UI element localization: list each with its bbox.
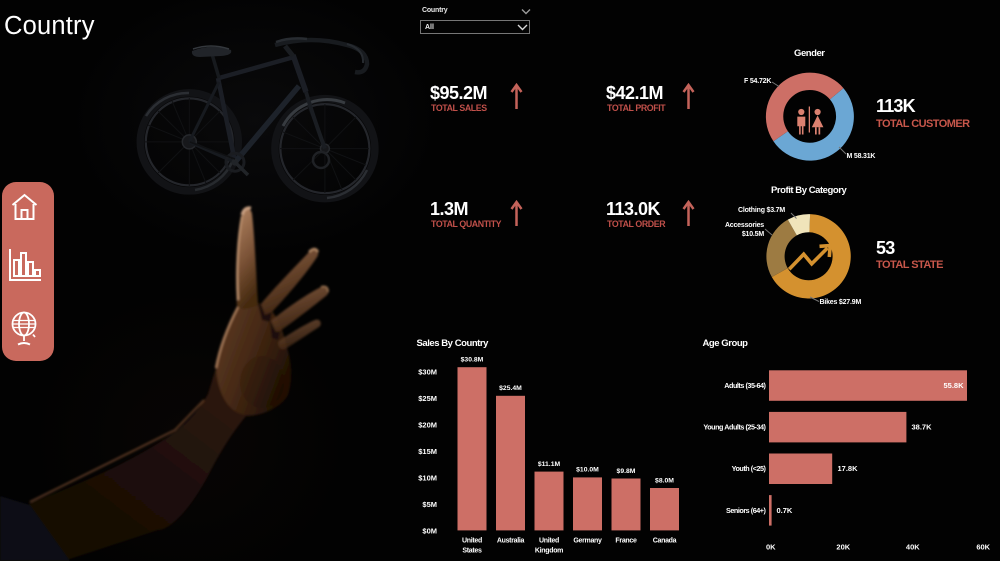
svg-text:$0M: $0M <box>422 527 437 536</box>
svg-text:Youth (<25): Youth (<25) <box>732 464 767 473</box>
svg-text:$15M: $15M <box>418 447 437 456</box>
svg-text:United: United <box>539 538 559 545</box>
svg-text:$10M: $10M <box>418 474 437 483</box>
svg-text:France: France <box>615 538 637 545</box>
svg-text:38.7K: 38.7K <box>912 423 933 432</box>
svg-text:0.7K: 0.7K <box>777 506 793 515</box>
svg-text:$25M: $25M <box>418 394 437 403</box>
svg-text:$5M: $5M <box>422 500 437 509</box>
svg-text:Age Group: Age Group <box>703 338 749 349</box>
svg-text:Seniors (64+): Seniors (64+) <box>726 506 767 515</box>
svg-text:20K: 20K <box>836 543 850 552</box>
svg-text:$8.0M: $8.0M <box>655 477 674 484</box>
svg-text:Germany: Germany <box>573 538 602 545</box>
svg-text:60K: 60K <box>976 543 990 552</box>
svg-text:$25.4M: $25.4M <box>499 385 522 392</box>
svg-text:$20M: $20M <box>418 421 437 430</box>
svg-text:40K: 40K <box>906 543 920 552</box>
svg-text:$10.0M: $10.0M <box>576 467 599 474</box>
svg-text:$30.8M: $30.8M <box>461 357 484 364</box>
svg-text:17.8K: 17.8K <box>838 464 859 473</box>
svg-text:Australia: Australia <box>497 538 525 545</box>
svg-text:$30M: $30M <box>418 368 437 377</box>
svg-text:Kingdom: Kingdom <box>535 548 563 555</box>
svg-text:United: United <box>462 538 482 545</box>
svg-text:States: States <box>462 548 482 555</box>
svg-text:Canada: Canada <box>653 538 677 545</box>
svg-text:Sales By Country: Sales By Country <box>417 338 490 349</box>
svg-text:Young Adults (25-34): Young Adults (25-34) <box>703 423 766 432</box>
svg-text:$9.8M: $9.8M <box>617 468 636 475</box>
svg-text:55.8K: 55.8K <box>943 381 964 390</box>
svg-text:0K: 0K <box>766 543 776 552</box>
svg-text:Adults (35-64): Adults (35-64) <box>724 381 766 390</box>
svg-text:$11.1M: $11.1M <box>538 461 561 468</box>
